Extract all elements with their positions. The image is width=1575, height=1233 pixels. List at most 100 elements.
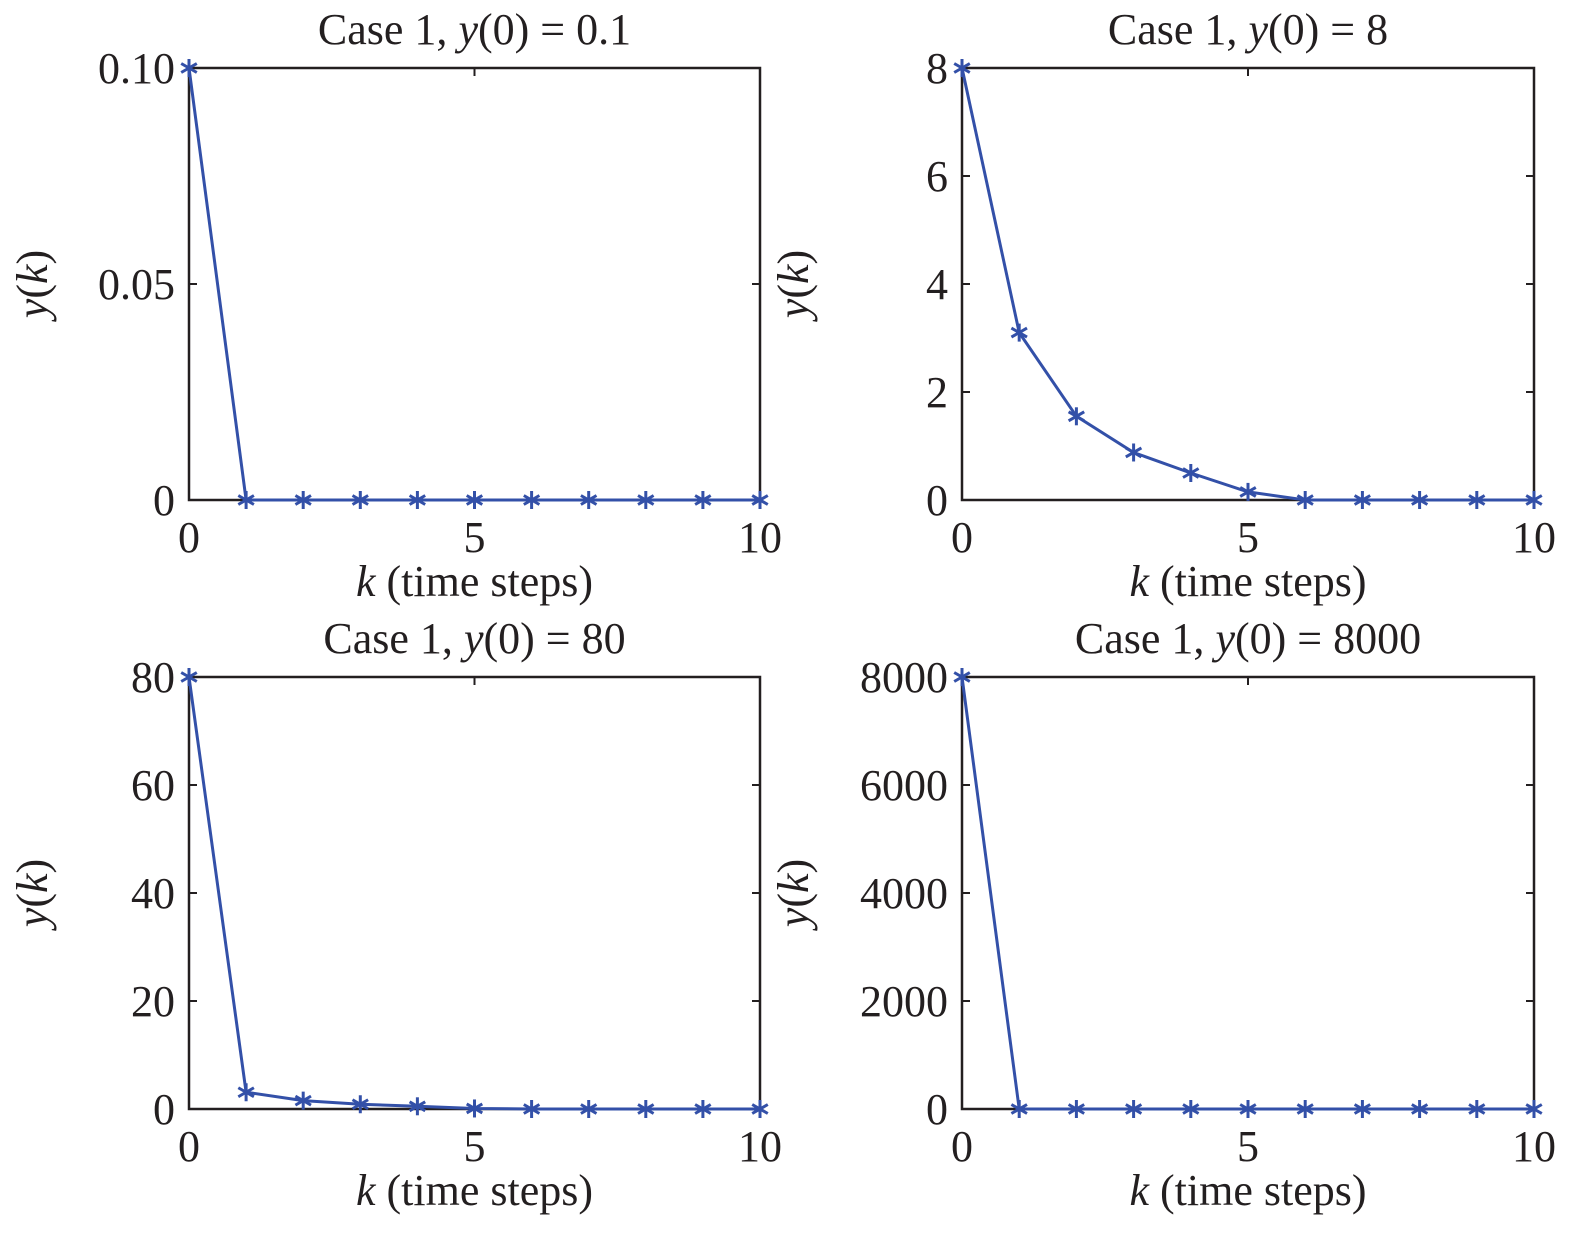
data-point-marker: [694, 1100, 712, 1118]
x-tick-label: 10: [738, 513, 782, 562]
y-tick-label: 4000: [860, 869, 948, 918]
data-point-marker: [351, 491, 369, 509]
y-tick-label: 6000: [860, 761, 948, 810]
x-axis-label-var: k: [1129, 1166, 1150, 1215]
data-point-marker: [1353, 1100, 1371, 1118]
data-point-marker: [523, 491, 541, 509]
y-tick-label: 6: [926, 152, 948, 201]
data-point-marker: [408, 1097, 426, 1116]
data-point-marker: [953, 59, 971, 77]
y-axis-label-close-paren: ): [8, 250, 57, 265]
data-point-marker: [237, 491, 255, 509]
chart-title-suffix: (0) = 8: [1268, 5, 1388, 54]
data-point-marker: [294, 1091, 312, 1110]
x-tick-label: 10: [1512, 513, 1556, 562]
x-axis-label: k (time steps): [1129, 1166, 1366, 1215]
x-axis-label-var: k: [1129, 557, 1150, 606]
data-point-marker: [1010, 323, 1028, 342]
x-axis-label-text: (time steps): [376, 1166, 594, 1215]
y-axis-label-k: k: [769, 263, 818, 284]
data-point-marker: [1239, 1100, 1257, 1118]
x-axis-label-text: (time steps): [376, 557, 594, 606]
axes-box: [960, 675, 1536, 1111]
data-point-marker: [637, 1100, 655, 1118]
chart-title-suffix: (0) = 8000: [1235, 614, 1421, 663]
data-point-marker: [180, 59, 198, 77]
chart-title-prefix: Case 1,: [1108, 5, 1249, 54]
y-tick-label: 2: [926, 368, 948, 417]
data-point-marker: [351, 1095, 369, 1114]
y-tick-label: 0.05: [98, 260, 175, 309]
y-axis-label-y: y: [8, 907, 57, 931]
y-tick-label: 80: [131, 653, 175, 702]
data-point-marker: [1239, 482, 1257, 501]
x-axis-label: k (time steps): [1129, 557, 1366, 606]
x-axis-label: k (time steps): [356, 557, 593, 606]
x-tick-label: 0: [951, 1122, 973, 1171]
x-tick-label: 0: [178, 513, 200, 562]
series-line: [187, 67, 760, 502]
chart-title-var: y: [1244, 5, 1268, 54]
data-point-marker: [751, 1100, 769, 1118]
x-tick-label: 10: [1512, 1122, 1556, 1171]
y-axis-label-close-paren: ): [769, 250, 818, 265]
y-tick-label: 0: [153, 1085, 175, 1134]
y-tick-label: 8: [926, 44, 948, 93]
y-tick-label: 0.10: [98, 44, 175, 93]
y-axis-label-k: k: [8, 872, 57, 893]
data-point-marker: [237, 1083, 255, 1102]
y-axis-label-open-paren: (: [769, 893, 818, 908]
x-tick-label: 5: [1237, 1122, 1259, 1171]
chart-title-suffix: (0) = 0.1: [478, 5, 631, 54]
data-point-marker: [1525, 491, 1543, 509]
x-tick-label: 5: [1237, 513, 1259, 562]
y-axis-label-k: k: [8, 263, 57, 284]
y-axis-label-y: y: [769, 298, 818, 322]
x-axis-label: k (time steps): [356, 1166, 593, 1215]
x-axis-label-var: k: [356, 1166, 377, 1215]
y-axis-label-open-paren: (: [8, 284, 57, 299]
data-point-marker: [694, 491, 712, 509]
series-line: [960, 67, 1534, 502]
axes-box: [187, 675, 762, 1111]
chart-title: Case 1, y(0) = 0.1: [318, 5, 631, 54]
chart-title: Case 1, y(0) = 80: [323, 614, 625, 663]
data-point-marker: [1411, 491, 1429, 509]
y-tick-label: 20: [131, 977, 175, 1026]
series-line: [187, 676, 760, 1111]
data-point-marker: [1296, 491, 1314, 509]
y-axis-label-y: y: [8, 298, 57, 322]
data-point-marker: [580, 491, 598, 509]
data-point-marker: [1067, 1100, 1085, 1118]
y-tick-label: 4: [926, 260, 948, 309]
data-point-marker: [1468, 491, 1486, 509]
chart-title: Case 1, y(0) = 8000: [1075, 614, 1421, 663]
data-point-marker: [1182, 1100, 1200, 1118]
data-point-marker: [637, 491, 655, 509]
x-axis-label-text: (time steps): [1149, 1166, 1367, 1215]
x-tick-label: 10: [738, 1122, 782, 1171]
y-axis-label: y(k): [8, 859, 57, 931]
data-point-marker: [465, 491, 484, 509]
axes-box: [960, 66, 1536, 502]
data-point-marker: [751, 491, 769, 509]
data-point-marker: [523, 1100, 541, 1118]
x-axis-label-var: k: [356, 557, 377, 606]
data-point-marker: [465, 1099, 484, 1118]
data-point-marker: [1182, 464, 1200, 482]
data-point-marker: [408, 491, 426, 509]
y-axis-label: y(k): [769, 250, 818, 322]
data-point-marker: [180, 668, 198, 686]
axes-box: [187, 66, 762, 502]
chart-title-var: y: [460, 614, 484, 663]
data-point-marker: [1353, 491, 1371, 509]
y-tick-label: 60: [131, 761, 175, 810]
data-point-marker: [294, 491, 312, 509]
y-axis-label: y(k): [769, 859, 818, 931]
data-point-marker: [1125, 443, 1143, 462]
x-tick-label: 5: [464, 513, 486, 562]
